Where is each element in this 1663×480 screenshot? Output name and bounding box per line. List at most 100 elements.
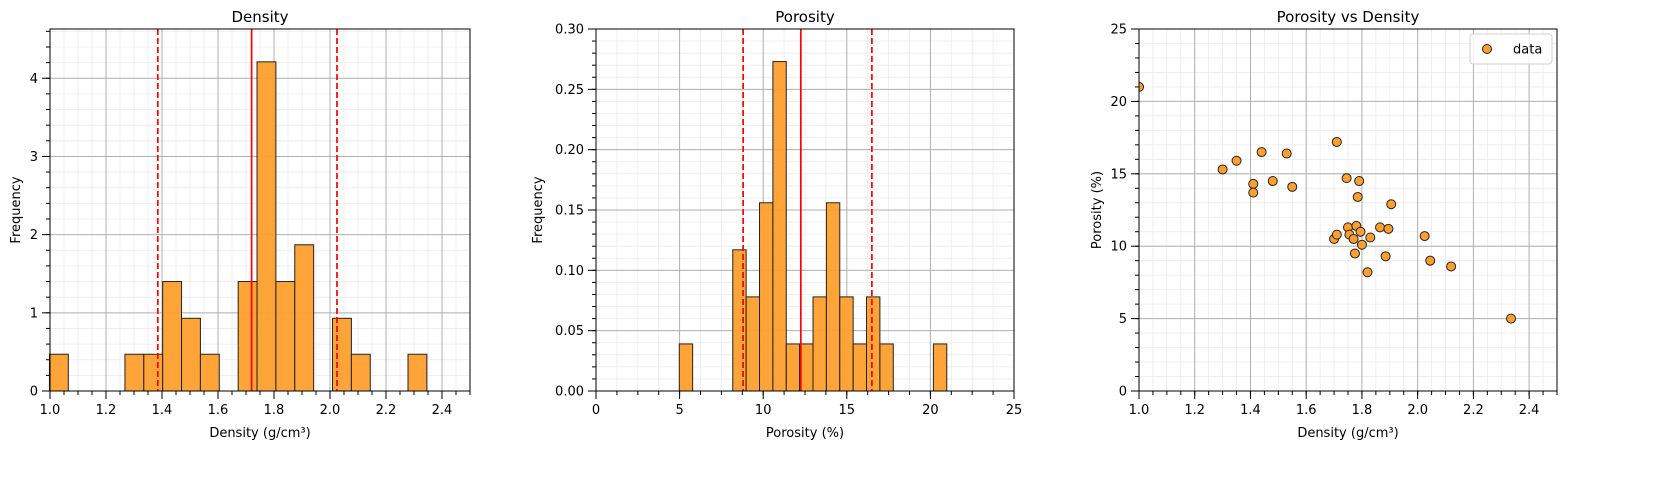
chart-0-y-tick-label: 3 (30, 150, 38, 165)
chart-2-scatter-point (1217, 164, 1228, 175)
chart-0-histogram-bar (275, 281, 296, 392)
chart-2-scatter-points (1139, 81, 1517, 324)
chart-2-scatter-point (1331, 136, 1342, 147)
chart-2-scatter-point (1352, 191, 1363, 202)
chart-2-scatter-point (1248, 187, 1259, 198)
chart-0-y-tick-label: 0 (30, 385, 38, 400)
chart-2-scatter-point (1231, 155, 1242, 166)
chart-2-scatter-point (1331, 229, 1342, 240)
chart-2-x-tick-label: 1.4 (1240, 403, 1261, 418)
chart-1-histogram-bar (866, 296, 881, 392)
chart-1-x-tick-label: 25 (1006, 403, 1023, 418)
chart-1-y-tick-label: 0.30 (555, 23, 584, 38)
chart-2-scatter-point (1375, 222, 1386, 233)
chart-2-scatter-point (1383, 223, 1394, 234)
chart-0-histogram-bar (350, 353, 371, 392)
chart-2-scatter-point (1248, 178, 1259, 189)
chart-1-x-tick-label: 15 (839, 403, 856, 418)
chart-2-scatter-point (1356, 239, 1367, 250)
chart-1-histogram-bar (772, 61, 787, 392)
chart-2-scatter-point (1287, 181, 1298, 192)
chart-2-legend-box (1469, 33, 1553, 65)
chart-1-histogram-bar (812, 296, 827, 392)
chart-2-scatter-point (1446, 261, 1457, 272)
chart-1-y-tick-label: 0.25 (555, 83, 584, 98)
chart-1-y-tick-label: 0.10 (555, 264, 584, 279)
chart-0-x-tick-label: 1.0 (40, 403, 61, 418)
chart-1-x-tick-label: 20 (922, 403, 939, 418)
chart-0-title: Density (231, 8, 288, 26)
chart-2-y-tick-label: 25 (1110, 23, 1127, 38)
chart-2-x-tick-label: 2.0 (1407, 403, 1428, 418)
chart-2-scatter-point (1386, 199, 1397, 210)
chart-0-x-axis-label: Density (g/cm³) (209, 426, 310, 441)
chart-2-x-tick-label: 1.2 (1184, 403, 1205, 418)
chart-0-y-axis-label: Frequency (9, 176, 24, 243)
chart-0-x-tick-label: 1.2 (96, 403, 117, 418)
chart-0-y-tick-label: 4 (30, 72, 38, 87)
chart-2-scatter-point (1348, 233, 1359, 244)
chart-0-histogram-bar (143, 353, 164, 392)
chart-1-histogram-bar (839, 296, 854, 392)
chart-2-scatter-point (1281, 148, 1292, 159)
chart-0-histogram-bar (407, 353, 428, 392)
chart-0-histogram-bar (124, 353, 145, 392)
chart-1-x-tick-label: 0 (592, 403, 600, 418)
chart-0-histogram-bar (332, 317, 352, 392)
chart-2-scatter-point (1267, 176, 1278, 187)
chart-2-x-tick-label: 1.6 (1296, 403, 1317, 418)
chart-0-histogram-bar (199, 353, 220, 392)
chart-0-histogram-bar (256, 61, 277, 392)
chart-2-scatter-point (1354, 176, 1365, 187)
chart-2-y-axis-label: Porosity (%) (1090, 171, 1105, 249)
chart-2-scatter-point (1362, 267, 1373, 278)
chart-1-histogram-bar (785, 343, 801, 392)
chart-1-x-axis-label: Porosity (%) (766, 426, 844, 441)
chart-1-x-tick-label: 5 (675, 403, 683, 418)
chart-0-x-tick-label: 2.4 (432, 403, 453, 418)
chart-2-legend-marker (1482, 44, 1492, 54)
chart-0-histogram-bar (181, 317, 201, 392)
density-histogram-panel: 1.0 1.2 1.4 1.6 1.8 2.0 2.2 2.4 0 1 2 3 4 Density Dens… (9, 8, 471, 441)
chart-1-histogram-bar (745, 296, 761, 392)
chart-2-scatter-point (1419, 231, 1430, 242)
chart-2-scatter-point (1139, 81, 1144, 92)
porosity-vs-density-scatter-panel: data 1.0 1.2 1.4 1.6 1.8 2.0 2.2 2.4 0 5 10 15 20 25 Po… (1090, 8, 1558, 441)
chart-1-histogram-bar (759, 202, 774, 392)
chart-2-scatter-point (1349, 248, 1360, 259)
chart-2-scatter-point (1506, 313, 1517, 324)
chart-1-title: Porosity (775, 8, 835, 26)
porosity-histogram-panel: 0 5 10 15 20 25 0.00 0.05 0.10 0.15 0.20 0.25 0.30 Po… (531, 8, 1022, 441)
chart-2-legend-label: data (1513, 43, 1542, 58)
chart-2-scatter-point (1425, 255, 1436, 266)
chart-1-histogram-bar (678, 343, 694, 392)
chart-2-y-tick-label: 20 (1110, 95, 1127, 110)
chart-0-histogram-bar (237, 281, 258, 392)
chart-2-x-tick-label: 2.2 (1463, 403, 1484, 418)
chart-1-y-tick-label: 0.15 (555, 204, 584, 219)
chart-1-y-tick-label: 0.00 (555, 385, 584, 400)
chart-0-x-tick-label: 1.8 (264, 403, 285, 418)
chart-1-histogram-bar (852, 343, 868, 392)
chart-2-title: Porosity vs Density (1277, 8, 1420, 26)
chart-1-y-tick-label: 0.20 (555, 143, 584, 158)
chart-2-y-tick-label: 15 (1110, 167, 1127, 182)
chart-0-x-tick-label: 1.4 (152, 403, 173, 418)
chart-2-x-tick-label: 2.4 (1519, 403, 1540, 418)
chart-0-y-tick-label: 1 (30, 306, 38, 321)
chart-1-histogram-bar (732, 249, 747, 392)
chart-2-scatter-point (1256, 147, 1267, 158)
chart-2-y-tick-label: 0 (1119, 385, 1127, 400)
chart-2-y-tick-label: 5 (1119, 312, 1127, 327)
chart-2-x-axis-label: Density (g/cm³) (1297, 426, 1398, 441)
chart-0-histogram-bar (162, 281, 183, 392)
chart-2-x-tick-label: 1.8 (1352, 403, 1373, 418)
chart-2-scatter-point (1355, 226, 1366, 237)
chart-0-histogram-bar (294, 244, 315, 392)
chart-2-scatter-point (1365, 232, 1376, 243)
chart-0-x-tick-label: 2.2 (376, 403, 397, 418)
chart-0-y-tick-label: 2 (30, 228, 38, 243)
chart-1-y-axis-label: Frequency (531, 176, 546, 243)
chart-1-y-tick-label: 0.05 (555, 324, 584, 339)
